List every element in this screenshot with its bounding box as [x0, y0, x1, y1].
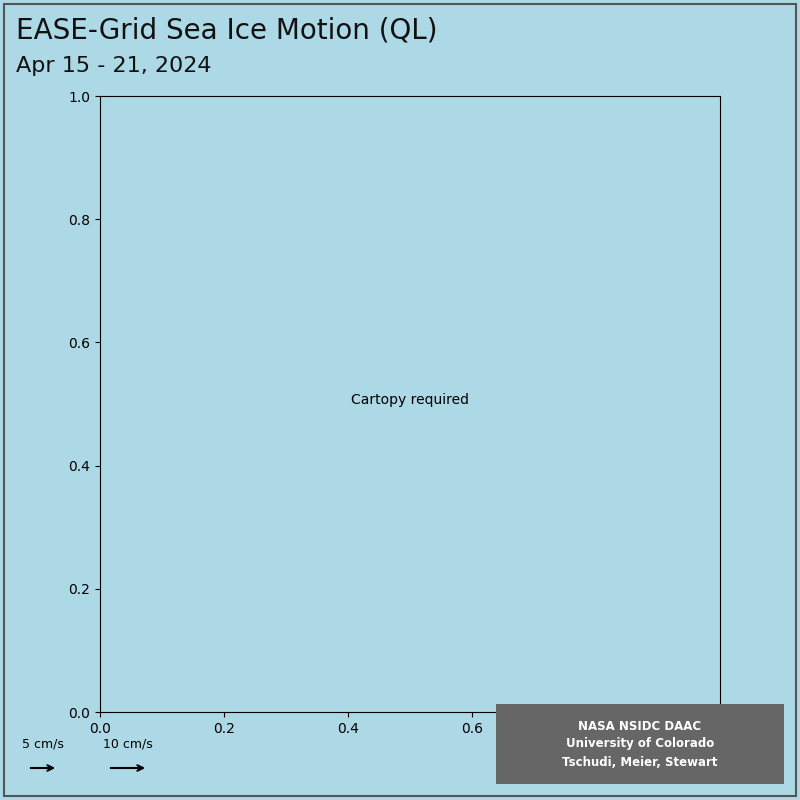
Text: 10 cm/s: 10 cm/s	[103, 738, 153, 750]
Text: EASE-Grid Sea Ice Motion (QL): EASE-Grid Sea Ice Motion (QL)	[16, 16, 438, 44]
Text: Apr 15 - 21, 2024: Apr 15 - 21, 2024	[16, 56, 211, 76]
FancyBboxPatch shape	[496, 704, 784, 784]
Text: NASA NSIDC DAAC
University of Colorado
Tschudi, Meier, Stewart: NASA NSIDC DAAC University of Colorado T…	[562, 719, 718, 769]
Text: 5 cm/s: 5 cm/s	[22, 738, 64, 750]
Text: Cartopy required: Cartopy required	[351, 393, 469, 407]
